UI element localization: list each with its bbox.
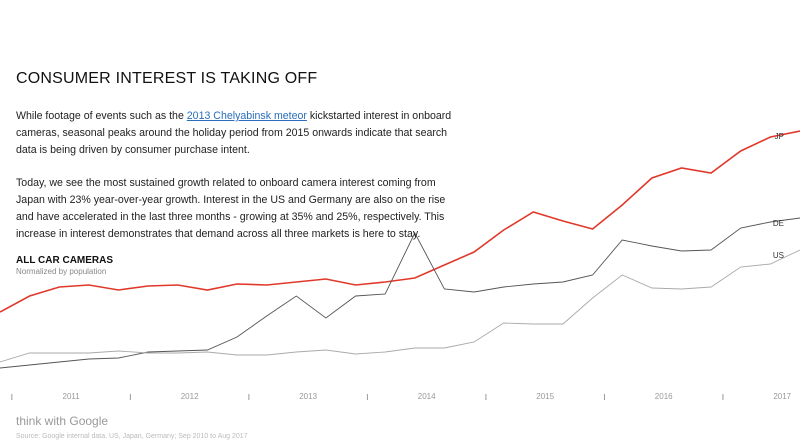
- paragraph: Today, we see the most sustained growth …: [16, 175, 456, 243]
- chart-title: ALL CAR CAMERAS: [16, 255, 114, 266]
- x-tick-label: 2017: [773, 392, 791, 401]
- series-label: DE: [773, 219, 784, 228]
- brand: think with Google: [16, 414, 109, 428]
- text: kickstarted interest in onboard cameras,…: [16, 110, 452, 156]
- x-tick-label: 2013: [299, 392, 317, 401]
- chart-subtitle: Normalized by population: [16, 267, 107, 276]
- paragraph: While footage of events such as the 2013…: [16, 108, 456, 159]
- source: Source: Google internal data, US, Japan,…: [16, 433, 248, 440]
- line: [0, 130, 800, 313]
- series-label: JP: [775, 132, 784, 141]
- x-tick-label: 2014: [418, 392, 436, 401]
- line: [0, 249, 800, 363]
- article-title: CONSUMER INTEREST IS TAKING OFF: [16, 70, 318, 87]
- text: Today, we see the most sustained growth …: [16, 177, 446, 240]
- link[interactable]: 2013 Chelyabinsk meteor: [186, 110, 307, 122]
- text: While footage of events such as the: [16, 110, 187, 122]
- line: [0, 217, 800, 369]
- x-tick-label: 2012: [181, 392, 199, 401]
- x-tick-label: 2011: [63, 392, 81, 401]
- x-tick-label: 2016: [655, 392, 673, 401]
- series-label: US: [773, 251, 784, 260]
- x-tick-label: 2015: [536, 392, 554, 401]
